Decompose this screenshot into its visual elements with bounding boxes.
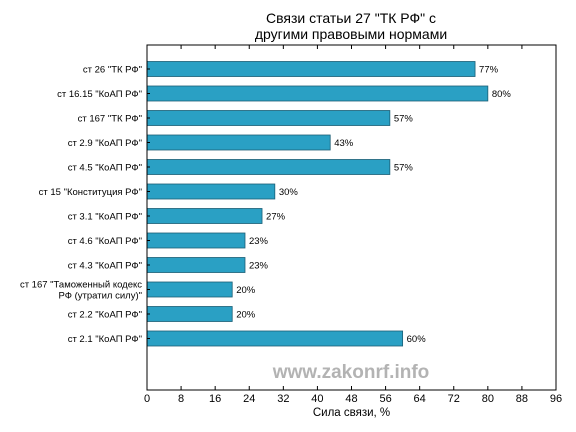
axis-ticks bbox=[146, 45, 557, 390]
category-label: ст 4.6 "КоАП РФ" bbox=[68, 236, 142, 247]
value-labels: 77% 80% 57% 43% 57% 30% 27% 23% 23% 20% 20% 60% bbox=[236, 65, 511, 346]
bar bbox=[146, 232, 246, 249]
bar bbox=[146, 183, 276, 200]
category-label: ст 167 "ТК РФ" bbox=[78, 114, 142, 125]
bar bbox=[146, 306, 233, 322]
category-label: ст 167 "Таможенный кодекс bbox=[20, 280, 142, 291]
category-label: ст 4.3 "КоАП РФ" bbox=[68, 261, 142, 272]
x-tick-label: 48 bbox=[345, 393, 357, 405]
x-tick-label: 88 bbox=[516, 393, 528, 405]
category-label: ст 2.9 "КоАП РФ" bbox=[68, 138, 142, 149]
bar bbox=[146, 85, 489, 102]
category-label: РФ (утратил силу)" bbox=[59, 291, 142, 302]
category-label: ст 4.5 "КоАП РФ" bbox=[68, 163, 142, 174]
x-tick-labels: 0 8 16 24 32 40 48 56 64 72 80 88 96 bbox=[144, 393, 562, 405]
bar-value-label: 27% bbox=[266, 212, 286, 223]
bar-value-label: 20% bbox=[236, 310, 256, 321]
x-tick-label: 96 bbox=[550, 393, 562, 405]
bar bbox=[146, 330, 404, 347]
bar-value-label: 57% bbox=[394, 114, 414, 125]
category-label: ст 3.1 "КоАП РФ" bbox=[68, 212, 142, 223]
x-tick-label: 80 bbox=[482, 393, 494, 405]
category-labels: ст 26 "ТК РФ" ст 16.15 "КоАП РФ" ст 167 "Т… bbox=[20, 65, 142, 346]
bar-value-label: 60% bbox=[407, 334, 427, 345]
bar-value-label: 57% bbox=[394, 163, 414, 174]
chart-title-line: другими правовыми нормами bbox=[255, 26, 447, 42]
bar bbox=[146, 159, 391, 175]
x-axis-title: Сила связи, % bbox=[313, 407, 390, 419]
bar-value-label: 30% bbox=[279, 187, 299, 198]
x-tick-label: 64 bbox=[414, 393, 426, 405]
chart-title-line: Связи статьи 27 "ТК РФ" с bbox=[266, 10, 436, 26]
bars bbox=[146, 61, 489, 347]
bar bbox=[146, 257, 246, 273]
bar bbox=[146, 281, 233, 298]
x-tick-label: 16 bbox=[209, 393, 221, 405]
category-label: ст 2.2 "КоАП РФ" bbox=[68, 310, 142, 321]
bar-value-label: 43% bbox=[334, 138, 354, 149]
x-tick-label: 72 bbox=[448, 393, 460, 405]
bar-value-label: 80% bbox=[492, 89, 512, 100]
bar-value-label: 77% bbox=[479, 65, 499, 76]
x-tick-label: 24 bbox=[243, 393, 255, 405]
x-tick-label: 32 bbox=[277, 393, 289, 405]
bar bbox=[146, 61, 476, 77]
x-tick-label: 56 bbox=[379, 393, 391, 405]
x-tick-label: 40 bbox=[311, 393, 323, 405]
x-tick-label: 0 bbox=[144, 393, 150, 405]
bar bbox=[146, 110, 391, 126]
category-label: ст 2.1 "КоАП РФ" bbox=[68, 334, 142, 345]
bar-value-label: 20% bbox=[236, 285, 256, 296]
watermark-text: www.zakonrf.info bbox=[272, 362, 430, 383]
category-label: ст 26 "ТК РФ" bbox=[83, 65, 142, 76]
bar bbox=[146, 208, 263, 224]
bar-value-label: 23% bbox=[249, 236, 269, 247]
bar-value-label: 23% bbox=[249, 261, 269, 272]
x-tick-label: 8 bbox=[178, 393, 184, 405]
bar bbox=[146, 134, 331, 151]
category-label: ст 16.15 "КоАП РФ" bbox=[57, 89, 142, 100]
category-label: ст 15 "Конституция РФ" bbox=[39, 187, 142, 198]
